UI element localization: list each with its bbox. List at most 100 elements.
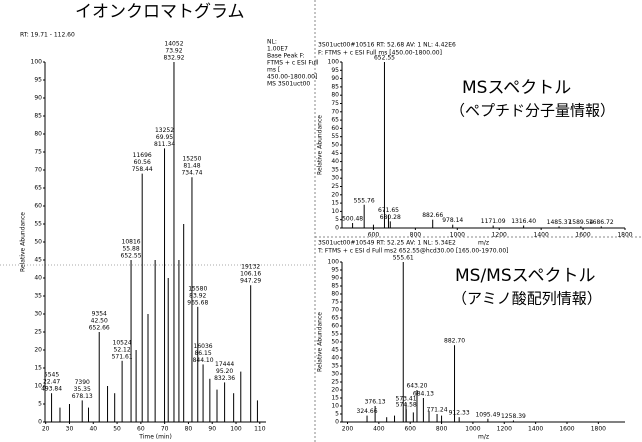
- peak-label: 882.66: [422, 212, 443, 219]
- y-tick-label: 70: [331, 307, 339, 314]
- y-tick-label: 0: [335, 419, 339, 426]
- y-tick-label: 50: [331, 142, 339, 149]
- scan-info: MS 3S01uct00: [267, 81, 310, 88]
- x-tick-label: 800: [410, 232, 422, 239]
- y-tick-label: 70: [331, 108, 339, 115]
- x-tick-label: 1600: [559, 426, 574, 433]
- y-tick-label: 15: [34, 365, 42, 372]
- x-tick-label: 70: [161, 426, 169, 433]
- x-tick-label: 30: [66, 426, 74, 433]
- x-tick-label: 400: [373, 426, 385, 433]
- y-tick-label: 15: [331, 200, 339, 207]
- y-axis-label: Relative Abundance: [20, 212, 27, 272]
- peak-label: 81.48: [183, 163, 200, 170]
- y-tick-label: 0: [335, 225, 339, 232]
- y-tick-label: 5: [335, 216, 339, 223]
- x-tick-label: 1800: [617, 232, 632, 239]
- x-tick-label: 40: [89, 426, 97, 433]
- x-tick-label: 100: [230, 426, 242, 433]
- y-tick-label: 30: [34, 311, 42, 318]
- y-tick-label: 85: [331, 283, 339, 290]
- x-tick-label: 60: [137, 426, 145, 433]
- peak-label: 106.16: [240, 271, 261, 278]
- x-tick-label: 1400: [528, 426, 543, 433]
- scan-info: 1.00E7: [267, 46, 288, 53]
- y-tick-label: 5: [38, 401, 42, 408]
- peak-label: 19132: [241, 264, 260, 271]
- y-tick-label: 40: [331, 158, 339, 165]
- x-axis-label: Time (min): [138, 434, 172, 441]
- y-tick-label: 95: [34, 77, 42, 84]
- peak-label: 500.48: [342, 216, 363, 223]
- peak-label: 324.66: [357, 408, 378, 415]
- peak-label: 1095.49: [475, 411, 500, 418]
- peak-label: 35.35: [74, 386, 91, 393]
- peak-label: 574.58: [396, 402, 417, 409]
- peak-label: 758.44: [132, 166, 153, 173]
- x-tick-label: 1600: [575, 232, 590, 239]
- peak-label: 671.65: [378, 207, 399, 214]
- peak-label: 684.13: [413, 391, 434, 398]
- chart-subtitle: （アミノ酸配列情報）: [452, 290, 602, 308]
- peak-label: 95.20: [216, 368, 233, 375]
- y-tick-label: 50: [34, 239, 42, 246]
- chart-title: MS/MSスペクトル: [455, 266, 595, 286]
- peak-label: 1686.72: [589, 219, 614, 226]
- y-tick-label: 95: [331, 267, 339, 274]
- y-tick-label: 55: [34, 221, 42, 228]
- peak-label: 376.13: [365, 399, 386, 406]
- peak-label: 678.13: [72, 393, 93, 400]
- peak-label: 912.33: [449, 410, 470, 417]
- y-tick-label: 65: [331, 315, 339, 322]
- peak-label: 965.68: [187, 299, 208, 306]
- y-tick-label: 40: [331, 355, 339, 362]
- peak-label: 555.61: [393, 255, 414, 262]
- y-axis-label: Relative Abundance: [317, 312, 324, 372]
- peak-label: 7390: [75, 379, 90, 386]
- peak-label: 652.66: [89, 325, 110, 332]
- x-axis-label: m/z: [478, 240, 489, 247]
- y-tick-label: 40: [34, 275, 42, 282]
- peak-label: 69.95: [156, 134, 173, 141]
- peak-label: 9354: [92, 311, 107, 318]
- y-tick-label: 25: [331, 183, 339, 190]
- x-tick-label: 50: [113, 426, 121, 433]
- y-tick-label: 35: [331, 363, 339, 370]
- y-tick-label: 25: [331, 379, 339, 386]
- y-tick-label: 70: [34, 167, 42, 174]
- peak-label: 5545: [44, 372, 59, 379]
- peak-label: 83.92: [189, 292, 206, 299]
- x-axis-label: m/z: [478, 434, 489, 441]
- y-tick-label: 75: [331, 100, 339, 107]
- peak-label: 42.50: [91, 318, 108, 325]
- y-tick-label: 50: [331, 339, 339, 346]
- y-tick-label: 80: [331, 92, 339, 99]
- scan-header: 3S01uct00#10516 RT: 52.68 AV: 1 NL: 4.42…: [318, 42, 456, 49]
- peak-label: 1589.54: [568, 219, 593, 226]
- y-tick-label: 100: [328, 59, 340, 66]
- y-tick-label: 45: [34, 257, 42, 264]
- peak-label: 1171.09: [481, 218, 506, 225]
- peak-label: 1485.37: [547, 219, 572, 226]
- scan-header: 3S01uct00#10549 RT: 52.25 AV: 1 NL: 5.34…: [318, 240, 456, 247]
- chart-title: イオンクロマトグラム: [75, 2, 245, 22]
- scan-info: FTMS + c ESI Full: [267, 60, 319, 67]
- x-tick-label: 110: [254, 426, 266, 433]
- scan-info: ms [: [267, 67, 280, 74]
- y-tick-label: 75: [34, 149, 42, 156]
- peak-label: 882.70: [444, 338, 465, 345]
- y-tick-label: 55: [331, 331, 339, 338]
- y-tick-label: 5: [335, 411, 339, 418]
- peak-label: 73.92: [165, 48, 182, 55]
- x-tick-label: 1400: [534, 232, 549, 239]
- peak-label: 643.20: [406, 383, 427, 390]
- peak-label: 13252: [155, 127, 174, 134]
- y-tick-label: 20: [34, 347, 42, 354]
- peak-label: 10524: [113, 339, 132, 346]
- y-tick-label: 65: [331, 117, 339, 124]
- peak-label: 55.88: [122, 246, 139, 253]
- scan-info: 450.00-1800.00]: [267, 74, 317, 81]
- x-tick-label: 20: [42, 426, 50, 433]
- x-tick-label: 800: [436, 426, 448, 433]
